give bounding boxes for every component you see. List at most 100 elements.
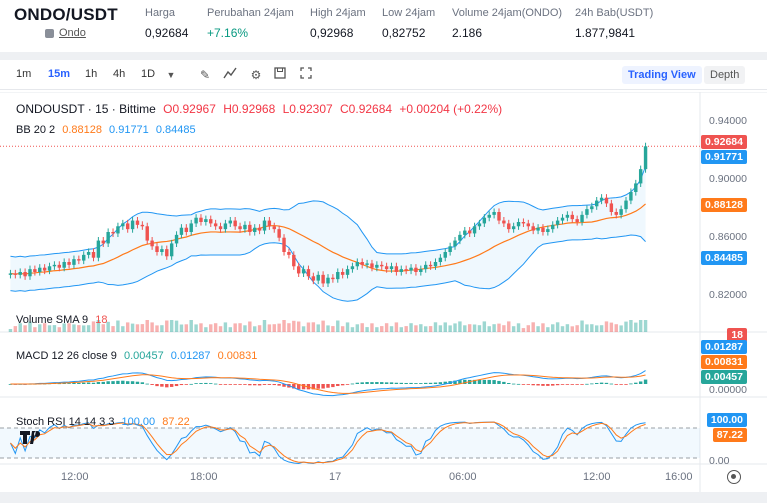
volume-tag: 18 [727, 328, 747, 342]
volume-bar [458, 321, 462, 332]
macd-hist-value: 0.00457 [123, 350, 164, 362]
macd-hist-bar [463, 379, 467, 384]
macd-hist-bar [482, 379, 487, 384]
timeframe-1h[interactable]: 1h [85, 68, 98, 80]
macd-legend: MACD 12 26 close 9 0.00457 0.01287 0.008… [16, 350, 261, 362]
macd-hist-bar [213, 383, 218, 385]
price-tick: 0.86000 [709, 231, 747, 243]
macd-hist-bar [316, 384, 320, 389]
macd-hist-bar [336, 384, 340, 387]
candle-body [409, 267, 413, 271]
stat-low: Low 24jam 0,82752 [382, 7, 435, 40]
volume-bar [340, 326, 345, 332]
volume-bar [604, 321, 609, 332]
macd-hist-bar [331, 384, 335, 388]
macd-hist-bar [516, 383, 521, 385]
candle-body [516, 222, 521, 227]
candle-body [91, 252, 96, 258]
candle-body [424, 264, 428, 270]
volume-bar [394, 322, 399, 332]
macd-hist-bar [619, 384, 623, 385]
timeframe-15m[interactable]: 15m [48, 68, 71, 80]
timeframe-4h[interactable]: 4h [113, 68, 126, 80]
stat-label: 24h Bab(USDT) [575, 7, 654, 19]
stoch-d-value: 87.22 [162, 416, 190, 428]
candle-body [316, 274, 320, 281]
volume-bar [521, 328, 526, 332]
macd-hist-bar [570, 384, 574, 385]
stoch-d-tag: 87.22 [712, 428, 747, 442]
candle-body [419, 269, 423, 272]
timeframe-1d[interactable]: 1D [141, 68, 156, 80]
volume-bar [111, 326, 115, 332]
macd-hist-bar [145, 383, 149, 385]
stoch-k-value: 100.00 [121, 416, 156, 428]
volume-bar [492, 324, 496, 332]
candle-body [169, 243, 174, 257]
candle-body [86, 252, 91, 255]
chart-area[interactable]: ONDOUSDT · 15 · Bittime O0.92967 H0.9296… [0, 92, 767, 492]
candle-body [223, 223, 228, 230]
trading-view-button[interactable]: Trading View [622, 66, 702, 84]
macd-hist-bar [296, 384, 301, 390]
candle-body [443, 252, 447, 258]
volume-bar [350, 327, 355, 332]
candle-body [160, 249, 164, 252]
volume-bar [389, 326, 394, 332]
candle-body [282, 237, 286, 252]
stat-label: Perubahan 24jam [207, 7, 294, 19]
candle-body [370, 263, 374, 268]
macd-hist-bar [125, 381, 130, 384]
price-tick: 0.82000 [709, 289, 747, 301]
timeframe-1m[interactable]: 1m [16, 68, 32, 80]
volume-bar [96, 320, 101, 332]
volume-bar [404, 326, 408, 332]
macd-hist-bar [248, 384, 252, 386]
macd-hist-bar [433, 382, 438, 384]
coin-name[interactable]: Ondo [59, 27, 86, 39]
candle-body [350, 266, 355, 270]
volume-bar [38, 324, 42, 332]
volume-bar [467, 324, 472, 332]
volume-bar [57, 327, 62, 332]
volume-bar [497, 323, 501, 332]
candle-body [96, 240, 101, 258]
settings-gear-icon[interactable]: ⚙ [250, 68, 262, 82]
macd-hist-bar [140, 382, 145, 384]
volume-bar [223, 322, 228, 332]
volume-bar [502, 325, 506, 332]
volume-bar [272, 324, 276, 332]
volume-bar [218, 326, 223, 332]
draw-pencil-icon[interactable]: ✎ [199, 68, 211, 82]
volume-bar [179, 324, 184, 332]
candle-body [213, 223, 218, 227]
volume-bar [609, 322, 614, 332]
dropdown-caret-icon[interactable]: ▼ [166, 70, 176, 80]
candle-body [13, 273, 18, 275]
macd-hist-bar [160, 384, 164, 387]
candle-body [609, 203, 614, 212]
indicators-icon[interactable] [222, 67, 238, 83]
volume-bar [13, 326, 18, 332]
candle-body [130, 220, 135, 230]
coin-link[interactable]: Ondo [45, 27, 86, 39]
save-icon[interactable] [272, 67, 288, 83]
chart-canvas[interactable] [0, 92, 767, 492]
macd-hist-bar [507, 382, 511, 384]
candle-body [638, 169, 643, 184]
volume-bar [580, 320, 584, 332]
fullscreen-icon[interactable] [298, 67, 314, 83]
candle-body [28, 269, 32, 277]
volume-bar [614, 324, 618, 332]
stat-label: High 24jam [310, 7, 366, 19]
depth-button[interactable]: Depth [704, 66, 746, 84]
macd-hist-bar [375, 382, 379, 384]
volume-bar [233, 323, 237, 332]
volume-bar [551, 324, 555, 332]
price-tick: 0.90000 [709, 173, 747, 185]
volume-bar [619, 325, 623, 332]
volume-bar [204, 327, 208, 332]
chart-settings-icon[interactable] [727, 470, 741, 484]
candle-body [448, 246, 452, 252]
volume-bar [487, 326, 491, 332]
